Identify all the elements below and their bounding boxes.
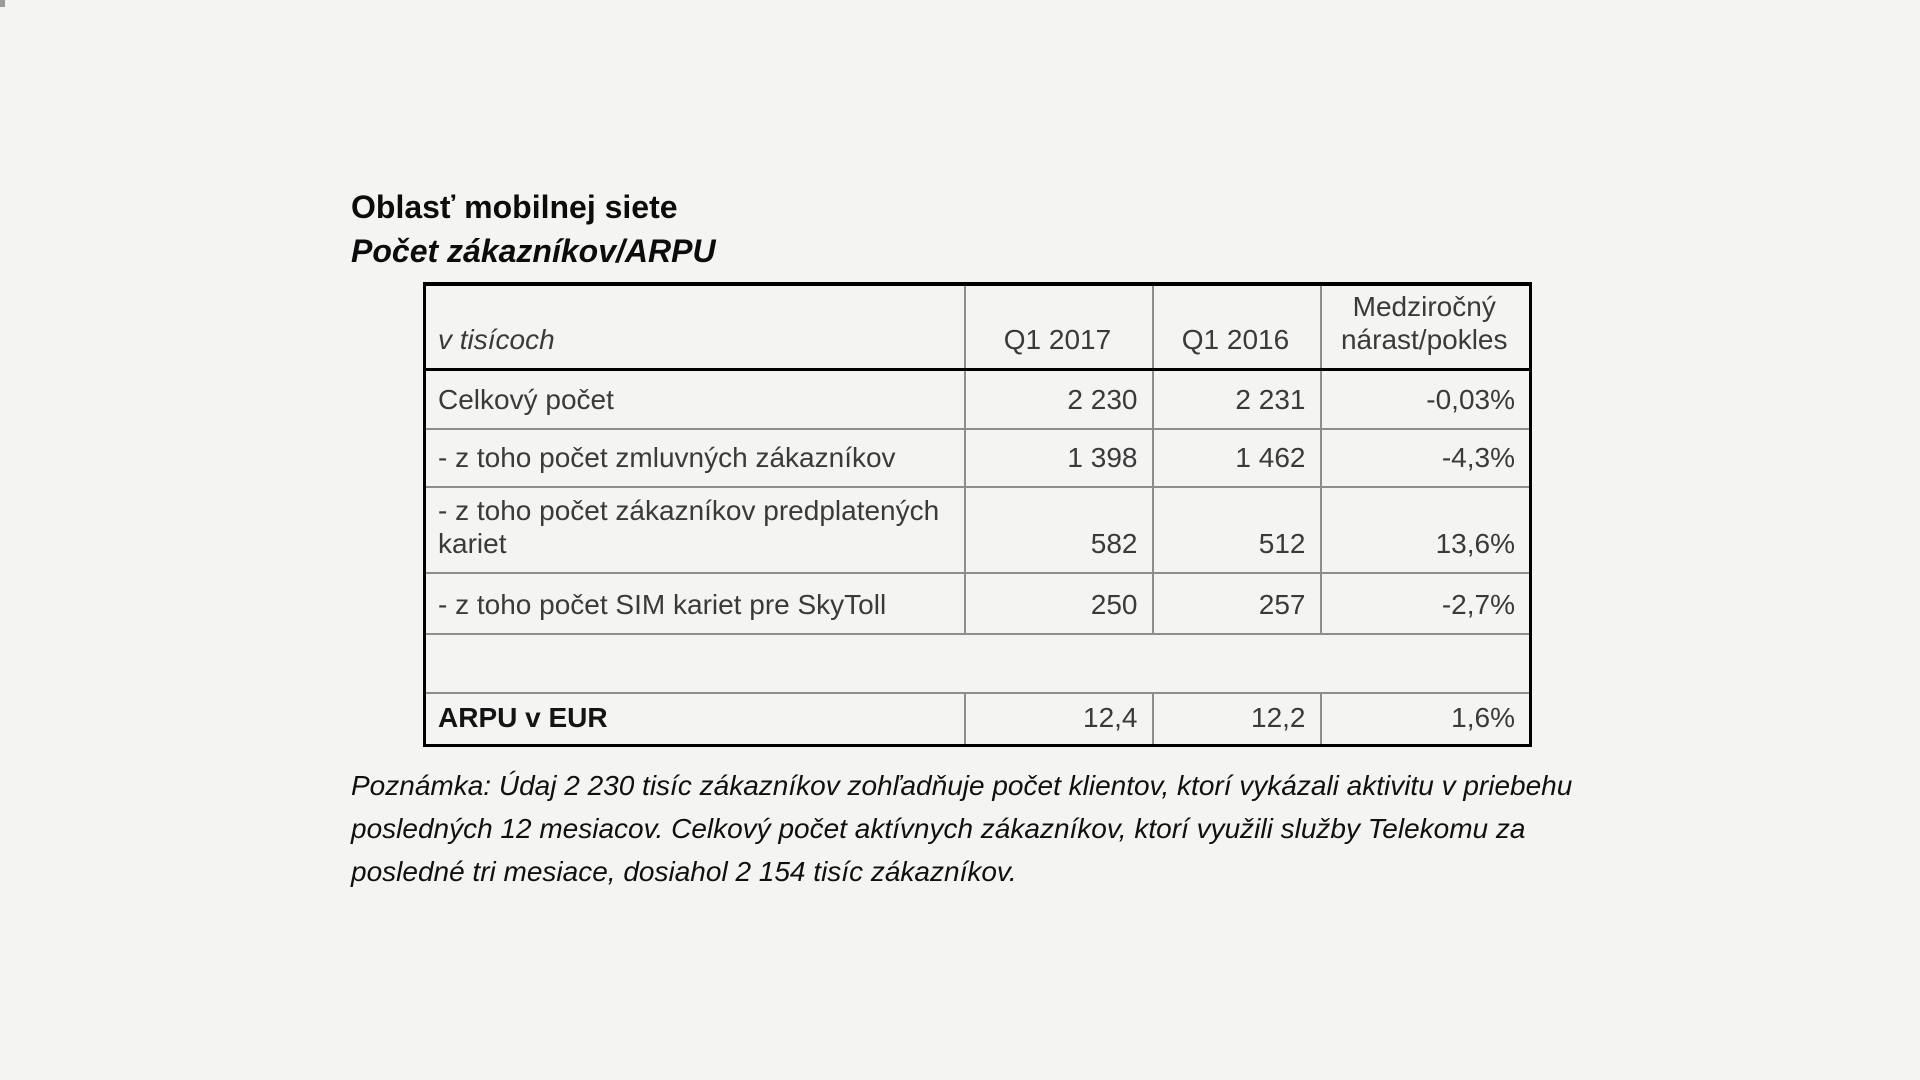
table-row: - z toho počet zmluvných zákazníkov 1 39… [423, 428, 1532, 488]
yoy-value-cell: -2,7% [1319, 572, 1532, 635]
footnote-line: Poznámka: Údaj 2 230 tisíc zákazníkov zo… [351, 770, 1573, 801]
customers-arpu-table: v tisícoch Q1 2017 Q1 2016 Medziročný ná… [423, 282, 1532, 747]
q1-2017-value-cell: 582 [963, 486, 1154, 574]
arpu-row: ARPU v EUR 12,4 12,2 1,6% [423, 692, 1532, 746]
table-row: Celkový počet 2 230 2 231 -0,03% [423, 368, 1532, 430]
footnote-line: posledné tri mesiace, dosiahol 2 154 tis… [351, 856, 1017, 887]
q1-2017-value-cell: 250 [963, 572, 1154, 635]
q1-2016-value-cell: 2 231 [1151, 368, 1322, 430]
yoy-header-line1: Medziročný [1352, 290, 1496, 322]
q1-2016-value-cell: 1 462 [1151, 428, 1322, 488]
spacer-cell [424, 633, 1531, 694]
unit-header-cell: v tisícoch [423, 283, 966, 371]
arpu-q1-2017-value-cell: 12,4 [963, 692, 1154, 746]
q1-2016-value-cell: 512 [1151, 486, 1322, 574]
footnote: Poznámka: Údaj 2 230 tisíc zákazníkov zo… [351, 764, 1572, 893]
q1-2016-header-cell: Q1 2016 [1151, 283, 1322, 371]
yoy-header-cell: Medziročný nárast/pokles [1319, 283, 1532, 371]
spacer-row [424, 633, 1531, 694]
corner-artifact [0, 0, 5, 7]
yoy-value-cell: -0,03% [1319, 368, 1532, 430]
yoy-value-cell: 13,6% [1319, 486, 1532, 574]
row-label-cell: - z toho počet zákazníkov predplatených … [423, 486, 966, 574]
q1-2017-header-cell: Q1 2017 [963, 283, 1154, 371]
row-label-cell: - z toho počet SIM kariet pre SkyToll [423, 572, 966, 635]
table-row: - z toho počet SIM kariet pre SkyToll 25… [423, 572, 1532, 635]
footnote-line: posledných 12 mesiacov. Celkový počet ak… [351, 813, 1526, 844]
arpu-yoy-value-cell: 1,6% [1319, 692, 1532, 746]
row-label-cell: Celkový počet [423, 368, 966, 430]
page-subtitle: Počet zákazníkov/ARPU [351, 233, 716, 269]
q1-2016-value-cell: 257 [1151, 572, 1322, 635]
row-label-cell: - z toho počet zmluvných zákazníkov [423, 428, 966, 488]
page-title: Oblasť mobilnej siete [351, 189, 678, 225]
arpu-q1-2016-value-cell: 12,2 [1151, 692, 1322, 746]
table-row: - z toho počet zákazníkov predplatených … [423, 486, 1532, 574]
q1-2017-value-cell: 2 230 [963, 368, 1154, 430]
table-header-row: v tisícoch Q1 2017 Q1 2016 Medziročný ná… [423, 283, 1532, 371]
q1-2017-value-cell: 1 398 [963, 428, 1154, 488]
yoy-value-cell: -4,3% [1319, 428, 1532, 488]
arpu-label-cell: ARPU v EUR [423, 692, 966, 746]
yoy-header-line2: nárast/pokles [1340, 323, 1508, 355]
